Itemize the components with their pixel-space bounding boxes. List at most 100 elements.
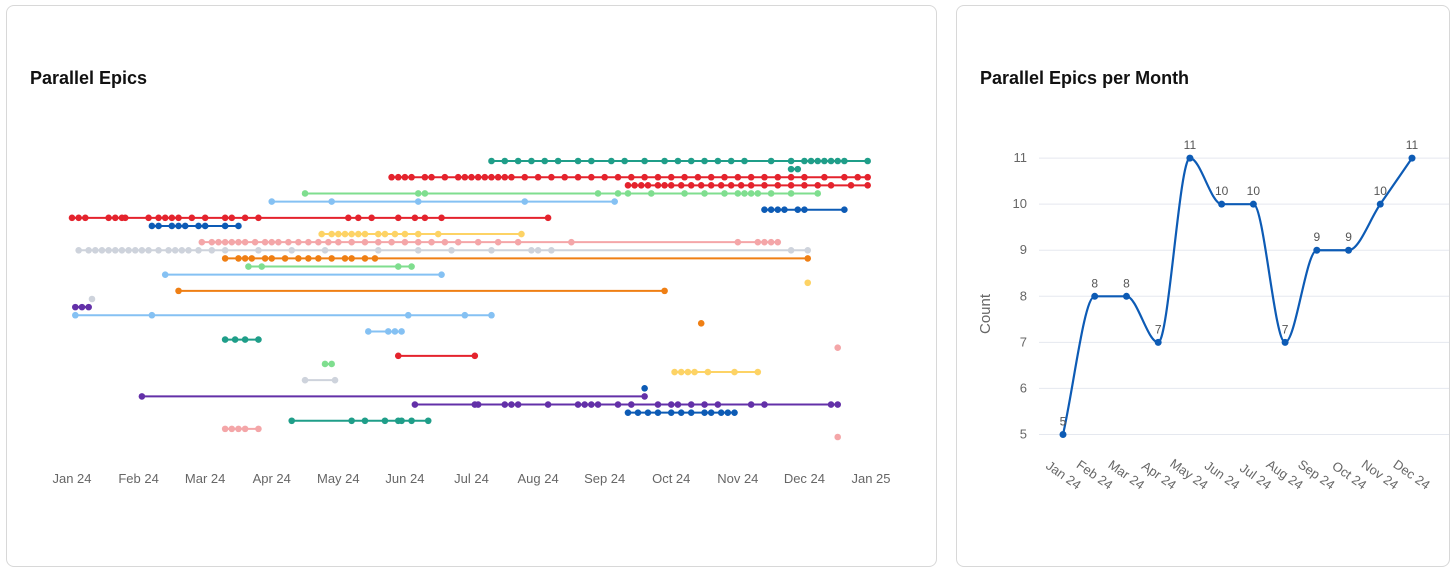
epic-event-point (644, 182, 652, 189)
epic-event-point (694, 173, 702, 181)
epic-event-point (201, 222, 209, 230)
epic-event-point (864, 157, 871, 165)
epic-event-point (687, 182, 695, 189)
epic-event-point (641, 384, 648, 392)
epic-event-point (121, 214, 129, 222)
epic-bar (221, 255, 812, 262)
epic-event-point (381, 417, 389, 425)
epic-event-point (288, 246, 296, 254)
data-point (1408, 154, 1416, 162)
epic-event-point (774, 206, 782, 214)
epic-event-point (414, 198, 422, 205)
epic-event-point (111, 246, 119, 254)
epic-event-point (181, 222, 189, 230)
data-point (1059, 430, 1067, 438)
epic-event-point (611, 198, 618, 205)
epic-event-point (734, 190, 742, 197)
epic-event-point (494, 173, 502, 181)
epic-event-point (827, 182, 835, 189)
epic-bar (198, 238, 782, 246)
epic-event-point (421, 173, 429, 181)
epic-event-point (671, 368, 678, 376)
epic-event-point (148, 222, 156, 230)
data-label: 11 (1184, 138, 1197, 152)
epic-event-point (761, 401, 768, 408)
epic-event-point (228, 425, 236, 433)
epic-event-point (371, 255, 379, 262)
parallel-epics-chart: Jan 24 Feb 24 Mar 24 Apr 24 May 24 Jun 24 Jul … (52, 157, 891, 486)
epic-event-point (734, 238, 742, 246)
epic-event-point (471, 352, 479, 360)
epic-event-point (288, 417, 296, 425)
epic-event-point (667, 401, 675, 408)
epic-event-point (231, 336, 239, 343)
epic-event-point (315, 255, 322, 262)
epic-event-point (534, 173, 542, 181)
epic-event-point (521, 198, 529, 205)
epic-event-point (687, 401, 695, 408)
epic-event-point (235, 255, 242, 262)
epic-event-point (787, 165, 795, 173)
epic-event-point (501, 173, 509, 181)
epic-event-point (801, 173, 808, 181)
epic-event-point (328, 230, 335, 238)
epic-event-point (774, 182, 782, 189)
epic-event-point (767, 157, 775, 165)
epic-event-point (221, 222, 229, 230)
y-axis-title: Count (977, 293, 994, 334)
epic-event-point (488, 157, 495, 165)
epic-event-point (118, 246, 126, 254)
epic-event-point (747, 190, 755, 197)
epic-event-point (245, 263, 252, 270)
epic-event-point (221, 255, 229, 262)
epic-event-point (434, 230, 442, 238)
epic-event-point (761, 182, 768, 189)
chart-title: Parallel Epics per Month (980, 68, 1190, 88)
epic-event-point (624, 182, 632, 189)
epics-per-month-card: Parallel Epics per Month 5 6 7 8 9 10 11 Count J… (956, 5, 1450, 567)
data-label: 7 (1155, 322, 1162, 336)
epic-event-point (438, 214, 445, 222)
data-label: 7 (1282, 322, 1289, 336)
epic-bar (364, 328, 405, 335)
epic-event-point (654, 173, 662, 181)
epic-event-point (741, 157, 748, 165)
epic-bar (488, 157, 871, 165)
epic-event-point (145, 246, 152, 254)
epic-event-point (691, 368, 698, 376)
epic-event-point (754, 190, 762, 197)
epic-event-point (787, 157, 795, 165)
epic-event-point (404, 311, 412, 319)
epic-event-point (388, 238, 395, 246)
epic-event-point (634, 409, 642, 416)
epic-event-point (734, 173, 742, 181)
epic-bar (388, 173, 871, 181)
epic-event-point (674, 157, 682, 165)
epic-event-point (401, 238, 409, 246)
epic-event-point (631, 182, 638, 189)
epic-bar (268, 198, 618, 205)
epic-event-point (398, 417, 405, 425)
epic-event-point (641, 393, 648, 400)
epic-event-point (228, 238, 236, 246)
epic-event-point (421, 190, 429, 197)
epic-event-point (561, 173, 569, 181)
epic-event-point (641, 173, 648, 181)
epic-event-point (814, 157, 822, 165)
data-label: 10 (1215, 184, 1229, 198)
epic-bar (804, 279, 812, 287)
epic-event-point (488, 311, 495, 319)
epic-event-point (834, 344, 842, 352)
epic-event-point (155, 246, 162, 254)
epic-bar (221, 336, 262, 343)
epic-bar (834, 344, 842, 352)
epic-event-point (864, 182, 871, 189)
epic-event-point (628, 401, 635, 408)
data-label: 8 (1091, 276, 1098, 290)
epic-event-point (841, 206, 848, 214)
epic-event-point (92, 246, 99, 254)
epic-event-point (518, 230, 525, 238)
epic-bar (138, 393, 648, 400)
epic-event-point (301, 376, 309, 384)
chart-title: Parallel Epics (30, 68, 148, 88)
